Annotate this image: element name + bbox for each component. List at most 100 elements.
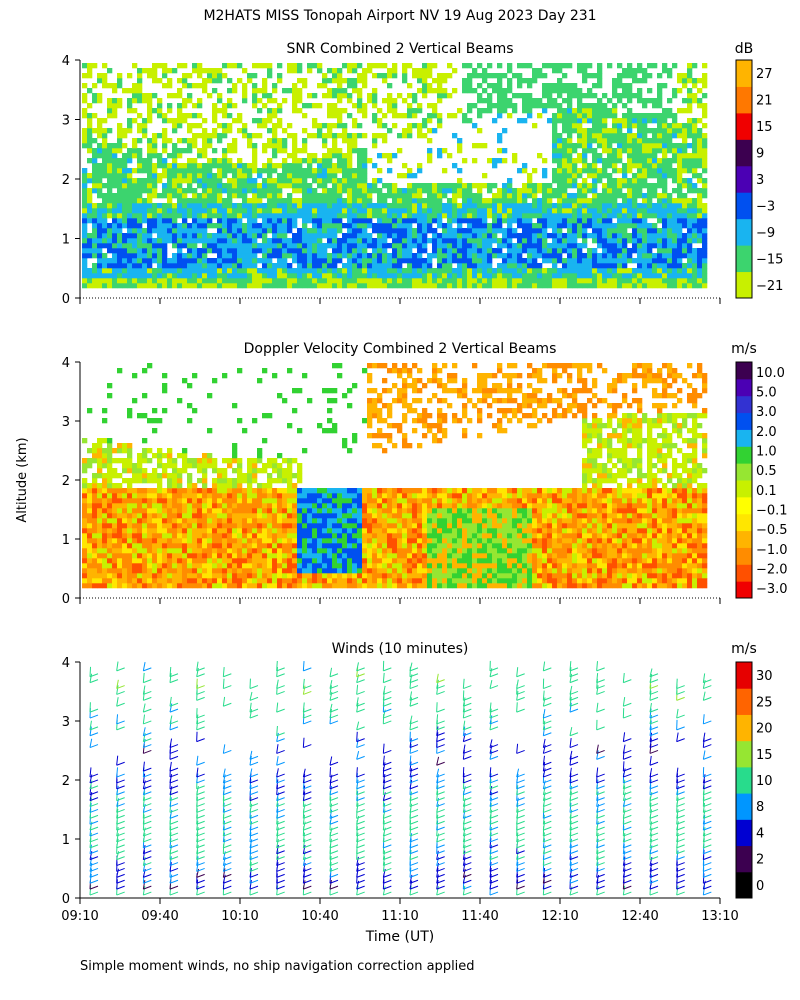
snr-cell <box>597 228 603 234</box>
snr-cell <box>667 123 673 129</box>
snr-cell <box>112 83 118 89</box>
snr-cell <box>397 228 403 234</box>
velocity-cell <box>197 498 203 504</box>
snr-cell <box>157 263 163 269</box>
snr-cell <box>702 238 708 244</box>
snr-cell <box>262 238 268 244</box>
snr-cell <box>412 228 418 234</box>
snr-cell <box>102 238 108 244</box>
snr-cell <box>167 278 173 284</box>
snr-cell <box>607 208 613 214</box>
snr-cell <box>252 73 258 79</box>
snr-cell <box>277 243 283 249</box>
velocity-cell <box>187 473 193 479</box>
snr-cell <box>562 88 568 94</box>
snr-cell <box>97 118 103 124</box>
snr-cell <box>652 183 658 189</box>
snr-cell <box>547 213 553 219</box>
snr-cell <box>292 133 298 139</box>
snr-cell <box>377 248 383 254</box>
snr-cell <box>572 113 578 119</box>
snr-cell <box>172 93 178 99</box>
velocity-cell <box>97 438 103 444</box>
velocity-cell <box>92 508 98 514</box>
snr-cell <box>387 213 393 219</box>
snr-cell <box>117 238 123 244</box>
snr-cell <box>552 173 558 179</box>
snr-cell <box>97 133 103 139</box>
snr-cell <box>207 188 213 194</box>
snr-cell <box>647 243 653 249</box>
snr-cell <box>147 273 153 279</box>
snr-cell <box>552 148 558 154</box>
snr-cell <box>197 213 203 219</box>
snr-cell <box>447 263 453 269</box>
snr-cell <box>382 248 388 254</box>
snr-cell <box>217 68 223 74</box>
snr-cell <box>392 103 398 109</box>
snr-cell <box>117 218 123 224</box>
snr-cell <box>102 168 108 174</box>
velocity-cell <box>172 533 178 539</box>
snr-cell <box>262 83 268 89</box>
snr-cell <box>637 78 643 84</box>
snr-cell <box>202 203 208 209</box>
snr-cell <box>137 208 143 214</box>
snr-cell <box>632 138 638 144</box>
velocity-cell <box>207 458 213 464</box>
snr-cell <box>327 128 333 134</box>
snr-cell <box>532 103 538 109</box>
snr-cell <box>117 183 123 189</box>
snr-cell <box>492 198 498 204</box>
snr-cell <box>647 228 653 234</box>
velocity-cell <box>102 458 108 464</box>
snr-cell <box>87 68 93 74</box>
snr-cell <box>612 263 618 269</box>
snr-cell <box>382 193 388 199</box>
snr-cell <box>302 193 308 199</box>
snr-cell <box>122 153 128 159</box>
snr-cell <box>702 93 708 99</box>
snr-cell <box>332 233 338 239</box>
snr-cell <box>627 208 633 214</box>
snr-cell <box>687 263 693 269</box>
velocity-cell <box>137 528 143 534</box>
velocity-cell <box>117 543 123 549</box>
velocity-cell <box>112 573 118 579</box>
snr-cell <box>422 198 428 204</box>
velocity-cell <box>127 578 133 584</box>
snr-cell <box>92 98 98 104</box>
snr-cell <box>427 253 433 259</box>
snr-cell <box>442 278 448 284</box>
snr-cell <box>337 283 343 289</box>
snr-cell <box>147 213 153 219</box>
velocity-cell <box>202 468 208 474</box>
snr-cell <box>422 123 428 129</box>
velocity-cell <box>117 533 123 539</box>
snr-cell <box>672 153 678 159</box>
snr-y-tick-label: 4 <box>62 54 70 69</box>
snr-cell <box>702 283 708 289</box>
velocity-cell <box>92 538 98 544</box>
snr-cell <box>547 223 553 229</box>
snr-cell <box>697 278 703 284</box>
snr-cell <box>227 98 233 104</box>
snr-cell <box>262 248 268 254</box>
snr-cell <box>357 98 363 104</box>
velocity-cell <box>192 463 198 469</box>
snr-cell <box>242 178 248 184</box>
snr-cell <box>97 98 103 104</box>
velocity-cell <box>177 468 183 474</box>
snr-cell <box>432 283 438 289</box>
snr-cell <box>482 248 488 254</box>
snr-cell <box>237 173 243 179</box>
snr-cell <box>702 103 708 109</box>
snr-cell <box>477 263 483 269</box>
snr-cell <box>267 118 273 124</box>
snr-cell <box>277 263 283 269</box>
snr-cell <box>187 213 193 219</box>
velocity-cell <box>137 548 143 554</box>
snr-cell <box>97 178 103 184</box>
snr-cell <box>692 238 698 244</box>
velocity-cell <box>87 493 93 499</box>
